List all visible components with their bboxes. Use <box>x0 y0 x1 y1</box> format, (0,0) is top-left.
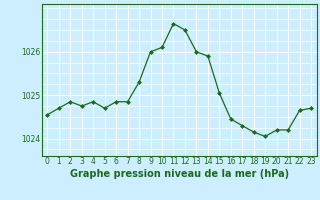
X-axis label: Graphe pression niveau de la mer (hPa): Graphe pression niveau de la mer (hPa) <box>70 169 289 179</box>
